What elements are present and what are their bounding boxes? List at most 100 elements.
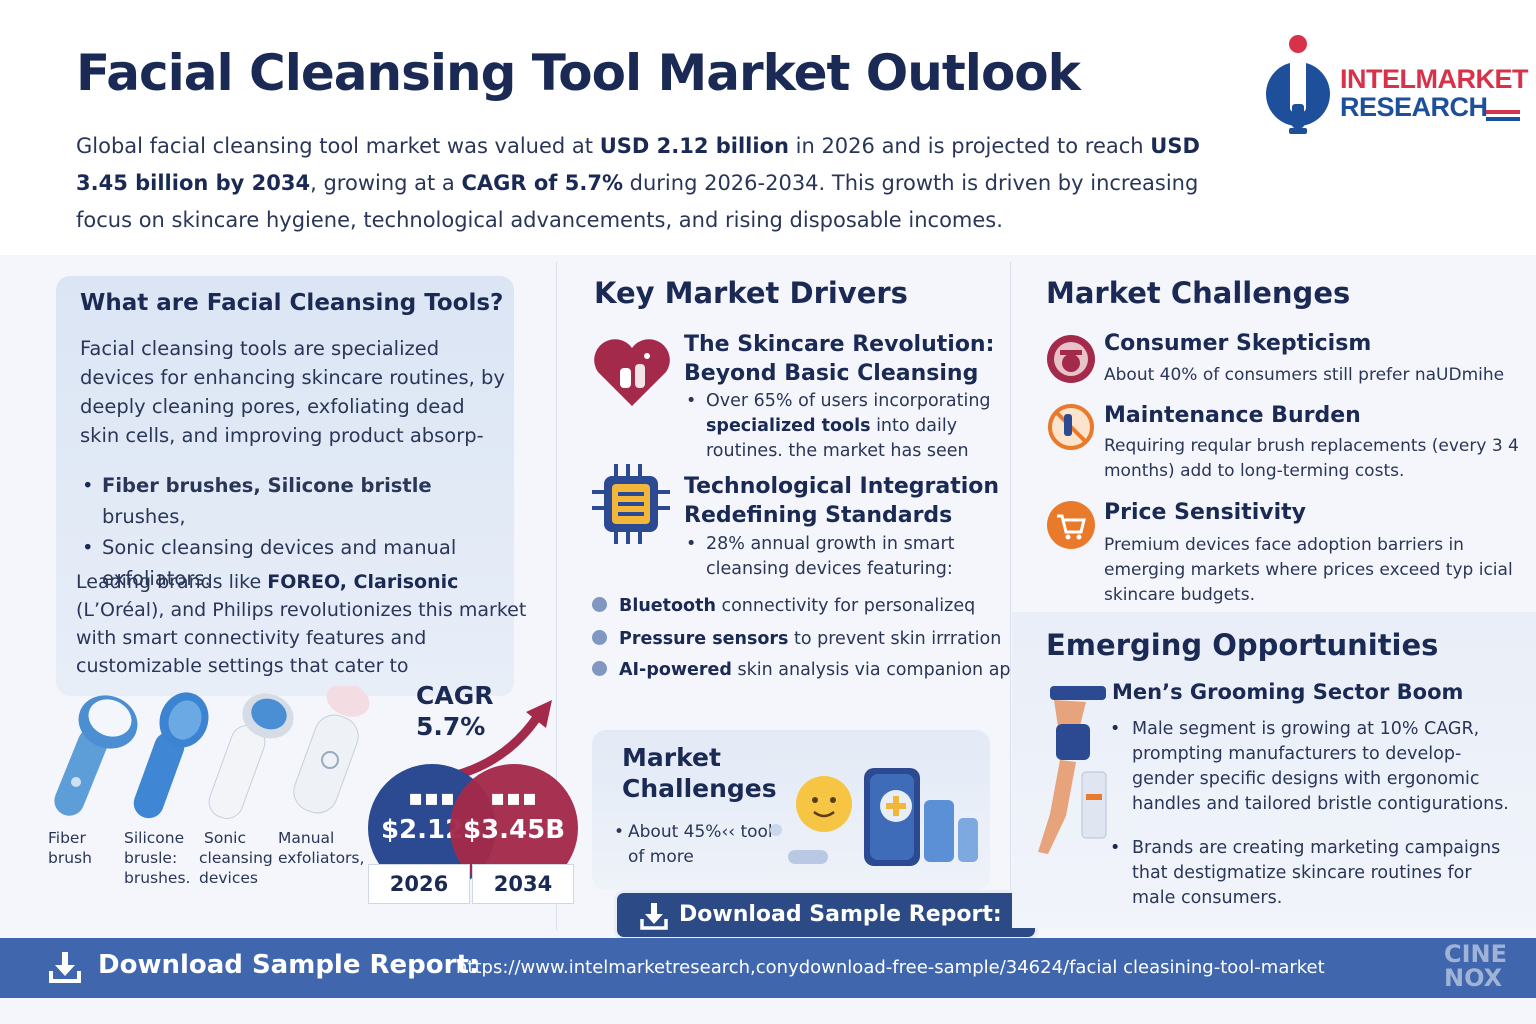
watermark-line: NOX [1444,964,1503,992]
feature-text: connectivity for personalizeq [715,596,976,616]
logo-text-line2: RESEARCH [1340,92,1488,122]
year-2026-label: 2026 [368,864,470,904]
mid-challenges-title: Market Challenges [622,743,777,803]
value-2034: $3.45B [462,815,566,845]
challenge-2-title: Maintenance Burden [1104,403,1361,428]
chip-icon [592,464,670,544]
shopping-cart-icon [1047,501,1095,549]
watermark: CINE NOX [1444,942,1507,990]
challenge-1-text: About 40% of consumers still prefer naUD… [1104,365,1505,385]
feature-text: skin analysis via companion apps [731,660,1031,680]
product-label-line: Sonic [204,829,246,847]
intro-highlight-2034-value: USD 3.45 billion by 2034 [76,134,1200,195]
opportunities-subtitle: Men’s Grooming Sector Boom [1112,680,1464,704]
product-label-line: brush [48,849,92,867]
driver-2-title: Technological Integration Redefining Sta… [684,474,1000,528]
logo-bulb-icon [1266,35,1330,134]
download-button-label: Download Sample Report: [679,902,1002,927]
circle-dots: ▪▪▪ [490,786,538,811]
opportunity-bullet-1: Male segment is growing at 10% CAGR, pro… [1110,717,1520,817]
bullet-dot-icon [592,661,607,676]
driver-2-bullet: 28% annual growth in smart cleansing dev… [684,532,984,582]
driver-highlight: specialized tools [706,416,871,436]
bullet-dot-icon [592,597,607,612]
download-icon [640,903,668,930]
product-label-sonic: Sonic cleansing devices [199,828,273,888]
fiber-brush-icon [54,695,138,816]
no-brush-icon [1048,404,1094,450]
challenges-title: Market Challenges [1046,276,1351,310]
list-item: Fiber brushes, Silicone bristle brushes, [82,470,512,532]
footer-download-link[interactable]: https://www.intelmarketresearch,conydown… [456,957,1325,978]
mid-challenges-text: About 45%‹‹ tool of more [614,820,774,870]
skeptic-face-icon [1047,335,1095,383]
driver-text: Over 65% of users incorporating [706,391,991,411]
driver-1-title: The Skincare Revolution: Beyond Basic Cl… [684,332,995,386]
product-label-line: Manual [278,829,335,847]
intro-text: in 2026 and is projected to reach [788,134,1151,158]
products-illustration [54,686,370,819]
sonic-cleanser-icon [208,693,294,819]
intro-text: during 2026-2034. This growth is driven … [76,171,1199,232]
feature-bold: Pressure sensors [619,629,789,649]
challenge-3-title: Price Sensitivity [1104,500,1306,525]
what-title: What are Facial Cleansing Tools? [80,290,504,316]
cagr-value: 5.7% [416,712,486,741]
driver-1-bullet: Over 65% of users incorporating speciali… [684,389,1004,464]
product-label-line: cleansing [199,849,273,867]
bullet-dot-icon [592,630,607,645]
cagr-label: CAGR 5.7% [416,680,493,742]
challenge-1-title: Consumer Skepticism [1104,331,1372,356]
product-label-line: brushes. [124,869,191,887]
challenge-3-text: Premium devices face adoption barriers i… [1104,535,1513,605]
silicone-brush-icon [133,692,209,819]
brands-text: Leading brands like [76,571,268,593]
feature-ai: AI-powered skin analysis via companion a… [592,660,1031,680]
list-item-text: brushes, [102,505,186,528]
product-label-manual: Manual exfoliators, [278,828,364,868]
list-item: Sonic cleansing devices and manual exfol… [82,532,512,594]
feature-text: to prevent skin irrration [788,629,1002,649]
download-sample-button[interactable]: Download Sample Report: [614,890,1038,940]
logo-text-line1: INTELMARKET [1340,64,1528,94]
opportunity-bullet-2: Brands are creating marketing campaigns … [1110,836,1520,911]
watermark-line: CINE [1444,940,1508,968]
men-grooming-illustration [1038,686,1107,854]
intro-paragraph: Global facial cleansing tool market was … [76,128,1236,239]
product-label-line: devices [199,869,258,887]
intro-highlight-2026-value: USD 2.12 billion [599,134,789,158]
footer-download-label: Download Sample Report: [98,950,480,980]
brands-highlight: FOREO, Clarisonic [267,571,459,593]
feature-bold: Bluetooth [619,596,716,616]
year-2034-label: 2034 [472,864,574,904]
intelmarket-logo: INTELMARKET RESEARCH [1262,34,1528,144]
intro-highlight-cagr: CAGR of 5.7% [461,171,623,195]
cagr-title: CAGR [416,681,494,710]
column-divider [1010,262,1011,930]
page-title: Facial Cleansing Tool Market Outlook [76,44,1081,102]
skincare-illustration [770,768,978,866]
intro-text: , growing at a [310,171,462,195]
list-item-bold: Fiber brushes, Silicone bristle [102,474,432,497]
tool-type-list: Fiber brushes, Silicone bristle brushes,… [82,470,512,594]
feature-bluetooth: Bluetooth connectivity for personalizeq [592,596,975,616]
feature-bold: AI-powered [619,660,732,680]
logo-stripes-icon [1486,110,1520,121]
intro-text: Global facial cleansing tool market was … [76,134,600,158]
product-label-line: brusle: [124,849,178,867]
challenge-2-text: Requiring reqular brush replacements (ev… [1104,436,1519,481]
circle-dots: ▪▪▪ [408,786,456,811]
brands-paragraph: Leading brands like FOREO, Clarisonic (L… [76,568,546,680]
product-label-silicone: Silicone brusle: brushes. [124,828,190,888]
product-label-line: Silicone [124,829,185,847]
column-divider [556,262,557,930]
footer-bar: Download Sample Report: https://www.inte… [0,938,1536,998]
opportunities-title: Emerging Opportunities [1046,628,1439,662]
what-description: Facial cleansing tools are specialized d… [80,337,505,447]
manual-exfoliator-icon [293,686,370,814]
download-icon [49,952,81,983]
drivers-title: Key Market Drivers [594,276,908,310]
heart-icon [594,339,670,406]
driver-text: into daily routines. the market has seen [706,416,969,461]
feature-pressure: Pressure sensors to prevent skin irrrati… [592,629,1001,649]
